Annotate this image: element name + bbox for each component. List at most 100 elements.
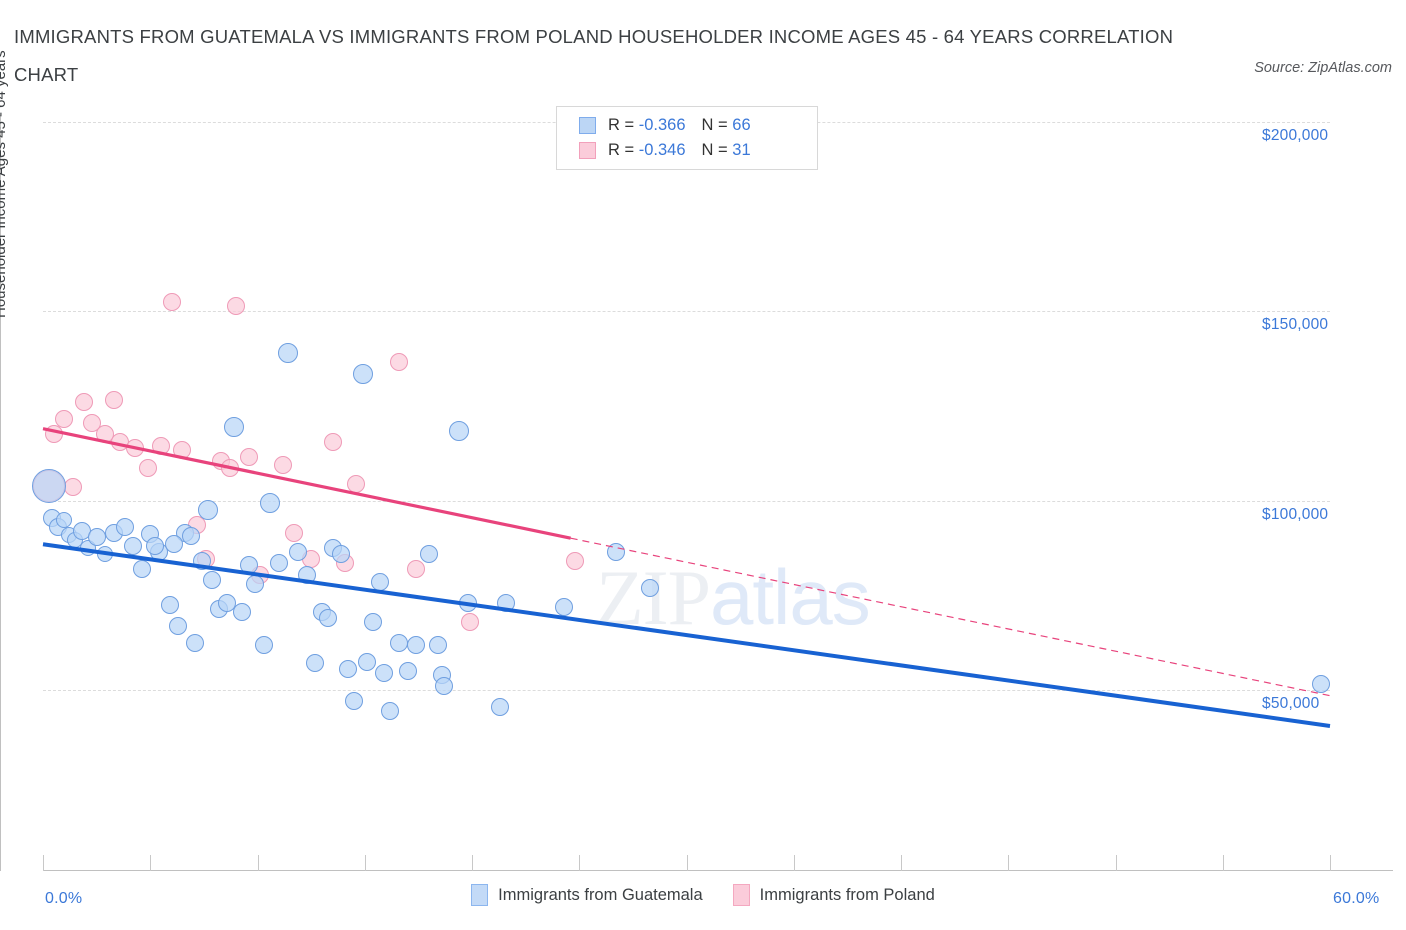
- data-point[interactable]: [173, 440, 192, 459]
- data-point[interactable]: [160, 595, 179, 614]
- gridline: [43, 500, 1330, 502]
- x-tick-mark: [1222, 855, 1224, 871]
- data-point[interactable]: [220, 459, 239, 478]
- data-point[interactable]: [555, 597, 574, 616]
- data-point[interactable]: [274, 455, 293, 474]
- data-point[interactable]: [164, 535, 183, 554]
- data-point[interactable]: [370, 573, 389, 592]
- data-point[interactable]: [97, 545, 114, 562]
- data-point[interactable]: [233, 603, 252, 622]
- data-point[interactable]: [64, 478, 83, 497]
- data-point[interactable]: [124, 537, 143, 556]
- data-point[interactable]: [289, 542, 308, 561]
- data-point[interactable]: [132, 559, 151, 578]
- data-point[interactable]: [104, 391, 123, 410]
- data-point[interactable]: [44, 425, 63, 444]
- data-point[interactable]: [306, 654, 325, 673]
- data-point[interactable]: [169, 616, 188, 635]
- data-point[interactable]: [375, 663, 394, 682]
- data-point[interactable]: [458, 593, 477, 612]
- data-point[interactable]: [323, 432, 342, 451]
- guatemala-legend-chip-icon: [471, 884, 489, 906]
- x-axis-min-label: 0.0%: [45, 890, 83, 907]
- data-point[interactable]: [606, 542, 625, 561]
- data-point[interactable]: [56, 512, 73, 529]
- data-point[interactable]: [390, 353, 409, 372]
- poland-swatch-icon: [579, 142, 596, 159]
- data-point[interactable]: [254, 635, 273, 654]
- data-point[interactable]: [420, 544, 439, 563]
- data-point[interactable]: [246, 574, 265, 593]
- data-point[interactable]: [357, 652, 376, 671]
- x-tick-mark: [579, 855, 581, 871]
- data-point[interactable]: [260, 492, 281, 513]
- legend-item-guatemala[interactable]: Immigrants from Guatemala: [471, 884, 703, 906]
- data-point[interactable]: [32, 468, 67, 503]
- legend-item-poland[interactable]: Immigrants from Poland: [732, 884, 935, 906]
- y-axis-line: [0, 115, 1, 871]
- data-point[interactable]: [407, 559, 426, 578]
- data-point[interactable]: [338, 660, 357, 679]
- data-point[interactable]: [115, 518, 134, 537]
- data-point[interactable]: [319, 609, 338, 628]
- guatemala-legend-label: Immigrants from Guatemala: [498, 885, 703, 904]
- y-tick-label: $100,000: [1262, 505, 1329, 523]
- data-point[interactable]: [497, 593, 516, 612]
- y-tick-label: $150,000: [1262, 316, 1329, 334]
- data-point[interactable]: [352, 363, 373, 384]
- data-point[interactable]: [182, 526, 200, 545]
- data-point[interactable]: [641, 578, 660, 597]
- poland-stats-text: R = -0.346 N = 31: [608, 141, 751, 159]
- data-point[interactable]: [398, 662, 417, 681]
- chart-header: IMMIGRANTS FROM GUATEMALA VS IMMIGRANTS …: [14, 18, 1194, 94]
- data-point[interactable]: [345, 692, 364, 711]
- gridline: [43, 690, 1330, 691]
- data-point[interactable]: [390, 633, 409, 652]
- poland-legend-label: Immigrants from Poland: [759, 885, 935, 904]
- data-point[interactable]: [277, 342, 298, 363]
- data-point[interactable]: [435, 677, 454, 696]
- data-point[interactable]: [460, 612, 479, 631]
- data-point[interactable]: [55, 410, 74, 429]
- x-tick-mark: [150, 855, 152, 871]
- data-point[interactable]: [223, 416, 244, 437]
- data-point[interactable]: [74, 393, 93, 412]
- x-axis-max-label: 60.0%: [1333, 890, 1380, 907]
- data-point[interactable]: [162, 292, 181, 311]
- data-point[interactable]: [347, 474, 366, 493]
- data-point[interactable]: [239, 556, 258, 575]
- data-point[interactable]: [565, 552, 584, 571]
- data-point[interactable]: [297, 565, 316, 584]
- data-point[interactable]: [364, 612, 383, 631]
- y-axis-title: Householder Income Ages 45 - 64 years: [0, 50, 9, 318]
- page-title: IMMIGRANTS FROM GUATEMALA VS IMMIGRANTS …: [14, 26, 1179, 85]
- guatemala-stats-text: R = -0.366 N = 66: [608, 116, 751, 134]
- data-point[interactable]: [139, 459, 158, 478]
- data-point[interactable]: [269, 554, 288, 573]
- plot-area: ZIPatlas: [32, 115, 1331, 870]
- data-point[interactable]: [126, 438, 145, 457]
- data-point[interactable]: [332, 544, 351, 563]
- data-point[interactable]: [284, 523, 303, 542]
- data-point[interactable]: [145, 537, 164, 556]
- data-point[interactable]: [490, 698, 509, 717]
- data-point[interactable]: [381, 701, 400, 720]
- data-point[interactable]: [449, 420, 470, 441]
- data-point[interactable]: [198, 500, 219, 521]
- x-tick-mark: [364, 855, 366, 871]
- data-point[interactable]: [428, 635, 447, 654]
- poland-r-value: -0.346: [638, 141, 686, 159]
- x-tick-mark: [686, 855, 688, 871]
- data-point[interactable]: [192, 552, 211, 571]
- data-point[interactable]: [151, 436, 170, 455]
- data-point[interactable]: [186, 633, 205, 652]
- data-point[interactable]: [203, 571, 222, 590]
- gridline: [43, 311, 1330, 313]
- data-point[interactable]: [239, 448, 258, 467]
- watermark: ZIPatlas: [596, 558, 871, 637]
- data-point[interactable]: [87, 527, 106, 546]
- data-point[interactable]: [227, 296, 246, 315]
- data-point[interactable]: [407, 635, 426, 654]
- correlation-stats-box: R = -0.366 N = 66 R = -0.346 N = 31: [556, 106, 818, 170]
